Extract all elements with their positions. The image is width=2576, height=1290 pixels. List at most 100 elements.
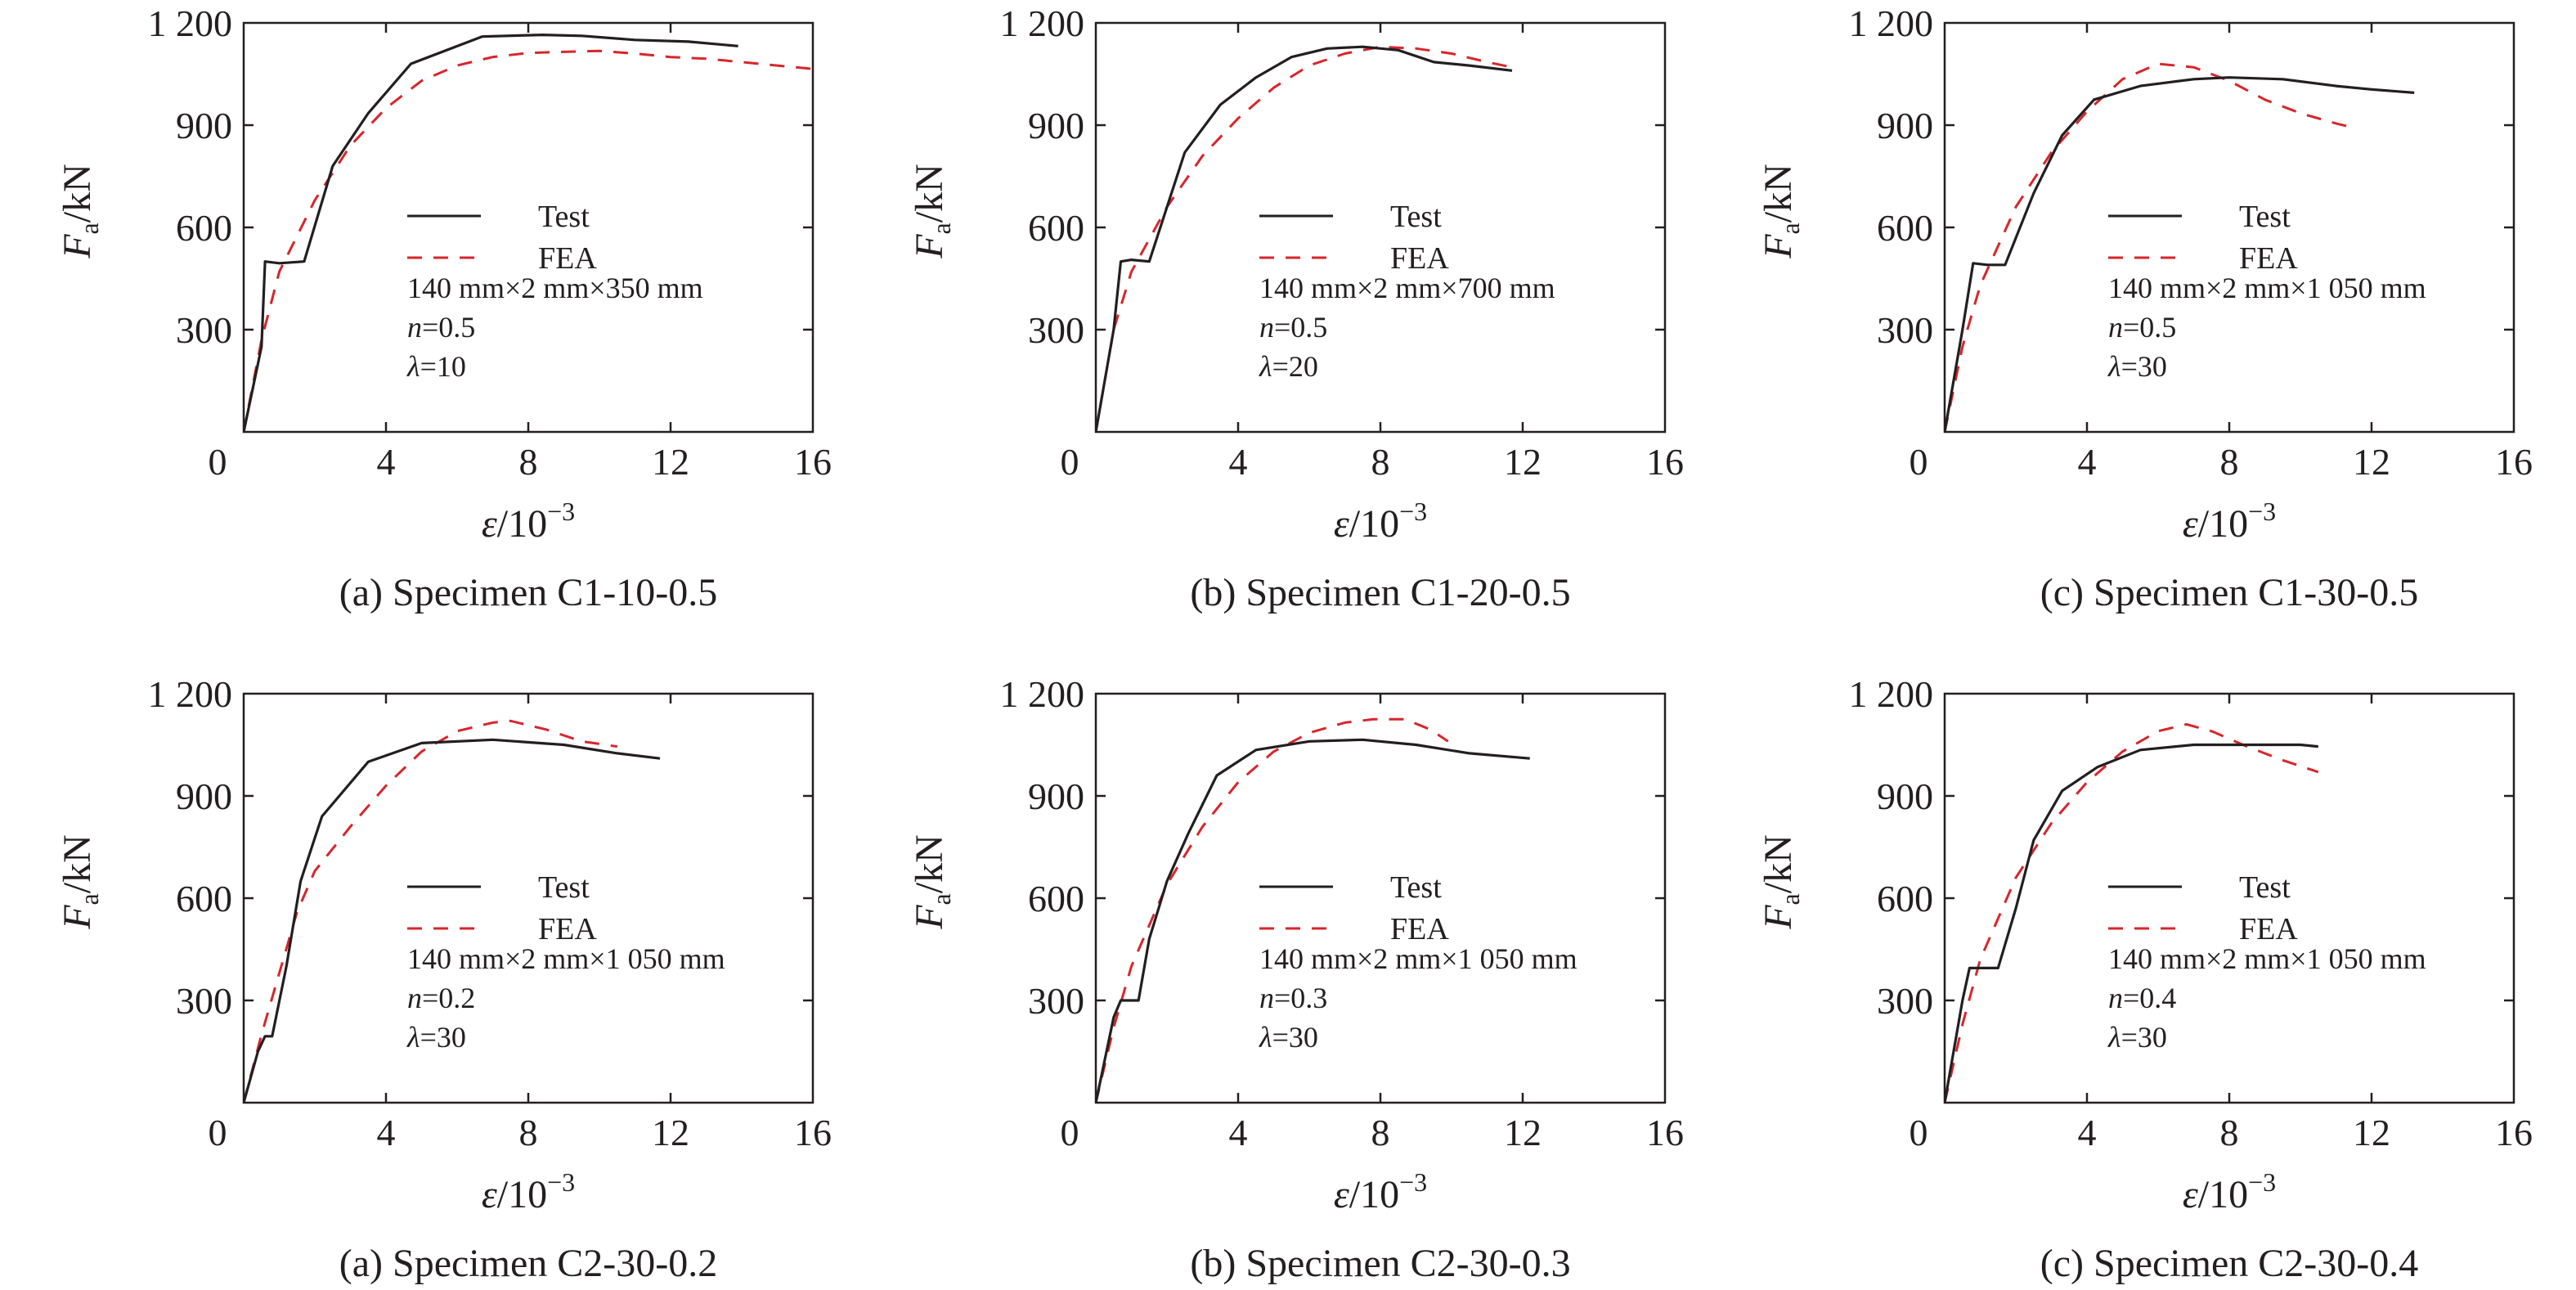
- annotation-value: =0.4: [2123, 982, 2176, 1014]
- y-tick-label: 1 200: [1849, 2, 1934, 44]
- chart-panel-4: 0 4 8 12 16 300 600 900 1 200 Fa/kN ε/10−3 (a) Spec…: [56, 673, 832, 1285]
- annotation-variable: n: [2108, 982, 2123, 1014]
- y-axis-title: Fa/kN: [1757, 164, 1805, 259]
- annotation-line: 140 mm×2 mm×350 mm: [407, 272, 703, 304]
- y-tick-label: 900: [1877, 105, 1933, 146]
- y-axis-unit: /kN: [908, 164, 951, 222]
- x-axis-exponent: −3: [1399, 497, 1427, 526]
- x-tick-label: 8: [519, 1112, 538, 1153]
- y-axis-unit: /kN: [56, 834, 99, 893]
- y-axis-unit: /kN: [1757, 834, 1800, 893]
- legend-label-test: Test: [2239, 870, 2291, 905]
- annotation-value: =0.5: [422, 311, 475, 344]
- y-axis-symbol: F: [1757, 905, 1800, 930]
- series-line-test: [244, 33, 738, 432]
- x-tick-label: 12: [2353, 441, 2390, 483]
- x-tick-label: 4: [377, 1112, 396, 1153]
- legend-label-test: Test: [1390, 870, 1442, 905]
- x-tick-label: 16: [2495, 441, 2533, 483]
- panel-caption: (b) Specimen C1-20-0.5: [1190, 571, 1570, 614]
- x-axis-exponent: −3: [547, 497, 575, 526]
- annotation-value: =0.5: [1274, 311, 1327, 344]
- annotation-variable: n: [1259, 982, 1274, 1014]
- y-axis-symbol: F: [908, 905, 951, 930]
- x-axis-title: ε/10−3: [1334, 1167, 1427, 1216]
- x-axis-unit: /10: [497, 502, 547, 546]
- annotation-line: 140 mm×2 mm×1 050 mm: [2108, 942, 2426, 975]
- x-tick-label: 16: [1646, 1112, 1684, 1153]
- series-line-test: [244, 738, 661, 1103]
- y-axis-subscript: a: [927, 222, 956, 234]
- y-tick-label: 1 200: [148, 2, 233, 44]
- y-axis-title: Fa/kN: [908, 834, 956, 930]
- x-tick-label: 12: [1504, 441, 1542, 483]
- series-line-fea: [244, 49, 813, 432]
- series-line-test: [1945, 76, 2415, 432]
- y-tick-label: 300: [176, 309, 232, 351]
- chart-panel-2: 0 4 8 12 16 300 600 900 1 200 Fa/kN ε/10−3 (b) Spec…: [908, 2, 1684, 614]
- legend-label-fea: FEA: [538, 241, 597, 276]
- series-line-test: [1096, 738, 1530, 1103]
- y-axis-unit: /kN: [908, 834, 951, 893]
- panel-caption: (b) Specimen C2-30-0.3: [1190, 1242, 1570, 1285]
- y-tick-label: 300: [1028, 309, 1084, 351]
- legend-label-fea: FEA: [1390, 241, 1449, 276]
- x-tick-label: 12: [2353, 1112, 2390, 1153]
- y-axis-symbol: F: [1757, 234, 1800, 259]
- plot-frame: [1943, 21, 2515, 434]
- annotation-line: λ=10: [406, 350, 466, 383]
- legend-label-fea: FEA: [1390, 912, 1449, 946]
- legend-label-test: Test: [538, 870, 590, 905]
- plot-frame: [242, 21, 815, 434]
- x-axis-title: ε/10−3: [2183, 1167, 2276, 1216]
- annotation-line: n=0.5: [407, 311, 475, 344]
- legend-label-test: Test: [538, 200, 590, 234]
- y-tick-label: 1 200: [1849, 673, 1934, 715]
- legend-label-fea: FEA: [2239, 912, 2298, 946]
- x-tick-label: 0: [1910, 441, 1928, 483]
- y-tick-label: 900: [1028, 775, 1084, 817]
- x-tick-label: 16: [794, 441, 832, 483]
- x-tick-label: 4: [377, 441, 396, 483]
- annotation-line: 140 mm×2 mm×1 050 mm: [407, 942, 725, 975]
- chart-panel-6: 0 4 8 12 16 300 600 900 1 200 Fa/kN ε/10−3 (c) Spec…: [1757, 673, 2533, 1285]
- annotation-value: =30: [420, 1021, 466, 1054]
- y-tick-label: 1 200: [148, 673, 233, 715]
- x-tick-label: 8: [1371, 441, 1390, 483]
- series-line-fea: [244, 719, 618, 1103]
- y-axis-subscript: a: [74, 893, 104, 905]
- x-axis-unit: /10: [2198, 502, 2248, 546]
- y-tick-label: 900: [176, 105, 232, 146]
- annotation-line: n=0.3: [1259, 982, 1327, 1014]
- x-tick-label: 16: [794, 1112, 832, 1153]
- plot-frame: [1943, 692, 2515, 1104]
- x-tick-label: 4: [2078, 1112, 2097, 1153]
- y-tick-label: 300: [1877, 309, 1933, 351]
- panel-caption: (a) Specimen C1-10-0.5: [339, 571, 718, 614]
- x-tick-label: 4: [1229, 1112, 1248, 1153]
- annotation-value: =10: [420, 350, 466, 383]
- x-tick-label: 12: [652, 1112, 689, 1153]
- annotation-line: λ=30: [2107, 1021, 2167, 1054]
- y-tick-label: 300: [1028, 980, 1084, 1022]
- series-line-test: [1096, 45, 1513, 432]
- x-tick-label: 8: [519, 441, 538, 483]
- y-axis-unit: /kN: [1757, 164, 1800, 222]
- x-tick-label: 0: [1061, 1112, 1079, 1153]
- annotation-variable: λ: [1259, 350, 1272, 383]
- series-line-fea: [1096, 717, 1449, 1103]
- x-tick-label: 8: [1371, 1112, 1390, 1153]
- plot-frame: [1094, 21, 1667, 434]
- x-axis-unit: /10: [497, 1173, 547, 1216]
- y-tick-label: 1 200: [1000, 2, 1085, 44]
- x-axis-title: ε/10−3: [482, 497, 575, 546]
- x-axis-unit: /10: [2198, 1173, 2248, 1216]
- legend-label-test: Test: [2239, 200, 2291, 234]
- y-tick-label: 600: [1877, 878, 1933, 919]
- annotation-value: =0.3: [1274, 982, 1327, 1014]
- annotation-value: =30: [1272, 1021, 1318, 1054]
- y-tick-label: 600: [176, 207, 232, 249]
- panel-caption: (a) Specimen C2-30-0.2: [339, 1242, 718, 1285]
- annotation-variable: λ: [406, 350, 420, 383]
